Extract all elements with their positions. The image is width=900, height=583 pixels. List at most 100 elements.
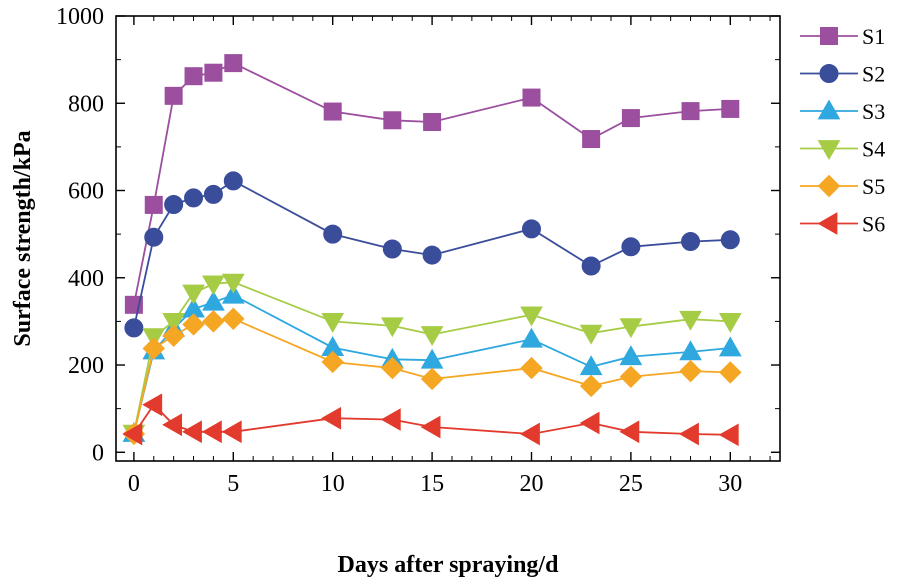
legend-entry-s3: S3 [800, 99, 885, 124]
data-point-s5 [142, 337, 165, 360]
y-axis-title: Surface strength/kPa [10, 130, 36, 346]
data-point-s2 [621, 237, 641, 257]
data-point-s5 [719, 361, 742, 384]
data-point-s1 [184, 67, 203, 86]
x-tick-label: 25 [619, 471, 643, 497]
y-tick-label: 200 [68, 353, 104, 379]
data-point-s4 [380, 317, 404, 338]
data-point-s2 [203, 184, 223, 204]
data-point-s1 [522, 88, 541, 107]
data-point-s6 [162, 413, 183, 437]
data-point-s5 [520, 356, 543, 380]
data-point-s2 [223, 171, 243, 191]
series-line-s1 [133, 62, 731, 305]
data-point-s5 [619, 365, 643, 389]
y-tick-label: 400 [68, 266, 104, 292]
data-point-s4 [321, 313, 345, 333]
data-point-s6 [519, 422, 540, 446]
data-point-s3 [679, 340, 702, 361]
data-point-s5 [222, 307, 245, 330]
data-point-s5 [579, 374, 603, 398]
data-point-s6 [420, 415, 441, 439]
y-tick-label: 1000 [56, 4, 104, 30]
data-point-s2 [124, 318, 144, 338]
data-point-s5 [321, 350, 344, 374]
legend-label: S1 [862, 24, 885, 49]
y-tick-label: 0 [92, 440, 104, 466]
data-point-s4 [679, 310, 702, 331]
data-point-s4 [182, 284, 205, 305]
x-tick-label: 10 [321, 471, 345, 497]
data-point-s4 [202, 275, 225, 296]
data-point-s4 [420, 326, 444, 346]
data-point-s5 [162, 324, 185, 347]
data-point-s3 [221, 283, 245, 304]
plot-frame [115, 15, 781, 462]
data-point-s1 [144, 195, 163, 214]
data-point-s2 [323, 224, 343, 244]
data-point-s2 [521, 219, 541, 239]
legend: S1 S2 S3 S4 S5 S6 [800, 24, 885, 237]
legend-entry-s1: S1 [800, 24, 885, 49]
legend-marker [820, 27, 838, 45]
data-point-s6 [321, 406, 342, 430]
y-axis-ticks: 0 200 400 600 800 1000 [56, 4, 780, 466]
data-point-s6 [182, 420, 202, 444]
data-point-s2 [382, 239, 402, 259]
x-tick-label: 30 [718, 471, 742, 497]
data-point-s1 [423, 113, 442, 132]
data-point-s2 [720, 230, 740, 250]
x-tick-label: 20 [519, 471, 543, 497]
data-point-s2 [144, 227, 164, 247]
legend-marker [819, 64, 839, 83]
legend-entry-s6: S6 [800, 212, 885, 237]
legend-marker [817, 174, 841, 198]
data-point-s5 [182, 313, 205, 336]
data-point-s6 [380, 408, 401, 431]
data-point-s5 [381, 356, 404, 380]
legend-label: S4 [862, 137, 885, 162]
data-point-s6 [579, 411, 600, 435]
x-tick-label: 15 [420, 471, 444, 497]
data-point-s6 [718, 423, 739, 447]
y-tick-label: 800 [68, 91, 104, 117]
data-point-s4 [579, 324, 603, 345]
series-s2 [124, 171, 740, 338]
legend-entry-s4: S4 [800, 137, 885, 162]
data-point-s3 [202, 290, 225, 311]
data-point-s6 [142, 393, 163, 417]
legend-label: S2 [862, 62, 885, 87]
data-point-s1 [224, 54, 243, 73]
legend-marker [817, 212, 838, 235]
x-axis-ticks: 0 5 10 15 20 25 30 [128, 16, 771, 497]
series-s3 [122, 283, 742, 442]
data-point-s1 [621, 109, 640, 128]
data-point-s1 [383, 111, 402, 130]
data-point-s2 [184, 188, 204, 208]
data-point-s1 [582, 130, 601, 149]
y-tick-label: 600 [68, 179, 104, 205]
data-point-s4 [619, 318, 643, 339]
x-axis-title: Days after spraying/d [338, 552, 560, 578]
data-point-s5 [420, 367, 444, 391]
data-point-s4 [718, 313, 742, 333]
data-point-s6 [122, 422, 143, 446]
legend-entry-s2: S2 [800, 62, 885, 87]
data-point-s4 [221, 273, 245, 294]
data-point-s2 [581, 256, 601, 276]
x-tick-label: 5 [227, 471, 239, 497]
data-point-s2 [164, 194, 184, 214]
data-point-s6 [619, 420, 640, 444]
data-point-s4 [520, 306, 543, 327]
series-s1 [124, 54, 740, 314]
legend-entry-s5: S5 [800, 174, 885, 199]
data-point-s6 [201, 420, 222, 444]
legend-marker [817, 140, 841, 161]
legend-label: S5 [862, 174, 885, 199]
data-point-s1 [721, 99, 740, 118]
data-point-s6 [679, 422, 699, 446]
data-point-s2 [422, 245, 442, 265]
data-point-s5 [679, 359, 702, 383]
